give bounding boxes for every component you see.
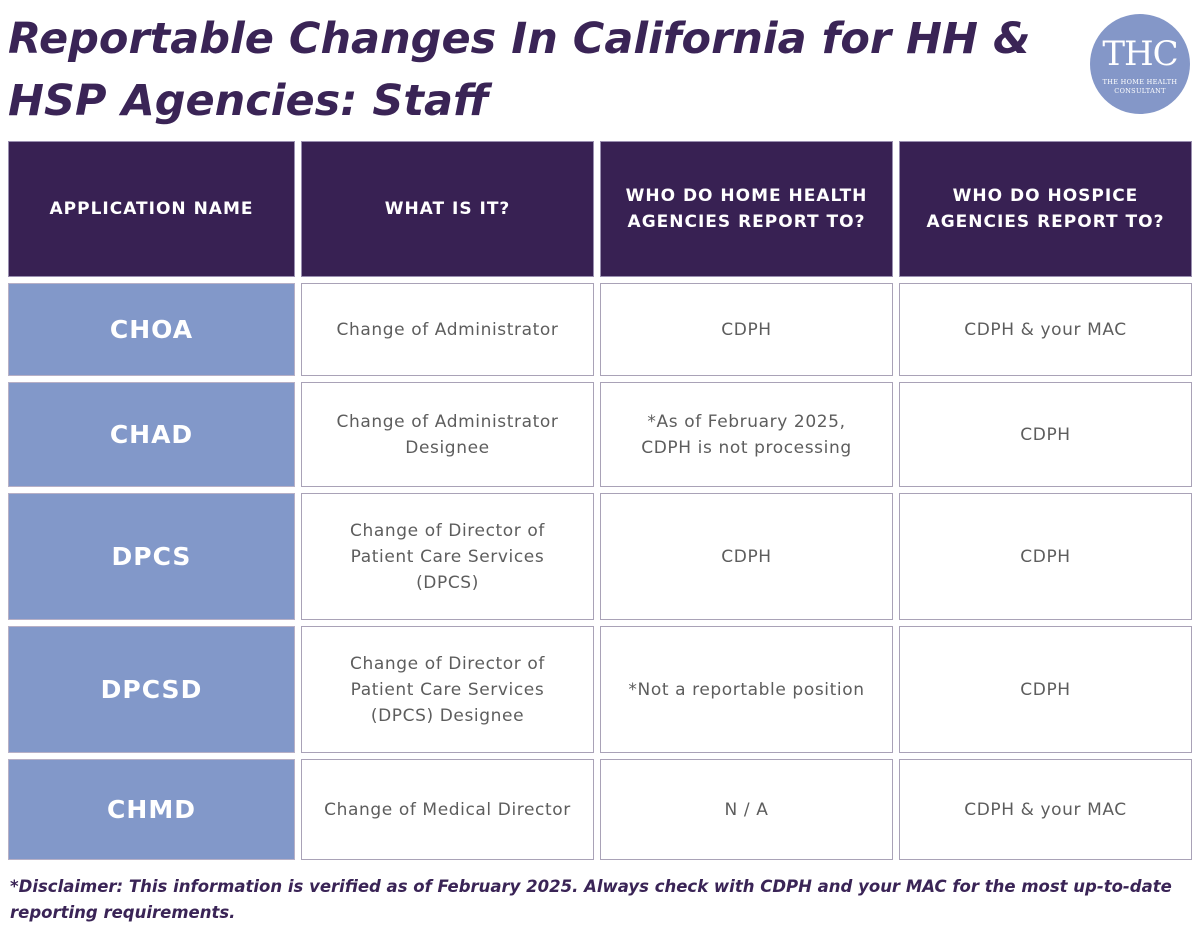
disclaimer-note: *Disclaimer: This information is verifie… (10, 877, 1172, 922)
row-choa-what: Change of Administrator (301, 283, 594, 376)
row-dpcsd-hospice: CDPH (899, 626, 1192, 753)
row-choa-application: CHOA (8, 283, 295, 376)
header-what-is-it: WHAT IS IT? (301, 141, 594, 277)
logo-subtitle: The Home Health Consultant (1102, 78, 1178, 95)
row-chmd-home-health: N / A (600, 759, 893, 860)
row-choa-home-health: CDPH (600, 283, 893, 376)
row-dpcsd-home-health: *Not a reportable position (600, 626, 893, 753)
row-chad-application: CHAD (8, 382, 295, 487)
page-title: Reportable Changes In California for HH … (8, 14, 1031, 126)
row-dpcs-home-health: CDPH (600, 493, 893, 620)
reportable-changes-table: APPLICATION NAME WHAT IS IT? WHO DO HOME… (8, 141, 1192, 860)
row-dpcsd-what: Change of Director of Patient Care Servi… (301, 626, 594, 753)
row-chmd-application: CHMD (8, 759, 295, 860)
row-chad-what: Change of Administrator Designee (301, 382, 594, 487)
company-logo: THC The Home Health Consultant (1090, 14, 1190, 114)
row-dpcsd-application: DPCSD (8, 626, 295, 753)
header-hospice-report-to: WHO DO HOSPICE AGENCIES REPORT TO? (899, 141, 1192, 277)
row-chad-home-health: *As of February 2025, CDPH is not proces… (600, 382, 893, 487)
logo-monogram: THC (1102, 34, 1178, 74)
row-choa-hospice: CDPH & your MAC (899, 283, 1192, 376)
row-dpcs-application: DPCS (8, 493, 295, 620)
header-application-name: APPLICATION NAME (8, 141, 295, 277)
row-dpcs-what: Change of Director of Patient Care Servi… (301, 493, 594, 620)
row-dpcs-hospice: CDPH (899, 493, 1192, 620)
row-chmd-what: Change of Medical Director (301, 759, 594, 860)
row-chmd-hospice: CDPH & your MAC (899, 759, 1192, 860)
row-chad-hospice: CDPH (899, 382, 1192, 487)
header-home-health-report-to: WHO DO HOME HEALTH AGENCIES REPORT TO? (600, 141, 893, 277)
